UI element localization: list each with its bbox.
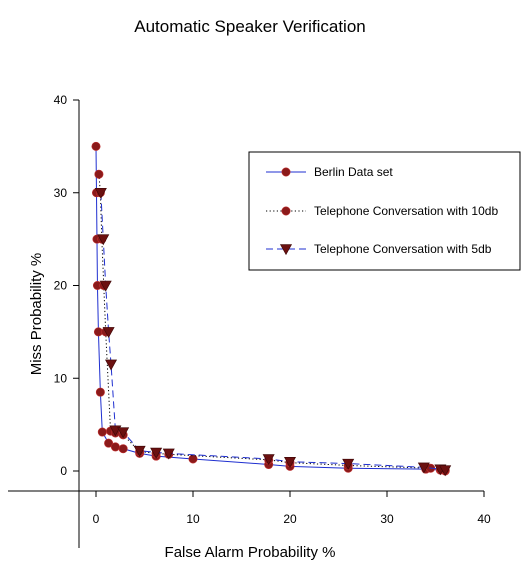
data-point [417, 462, 430, 474]
x-tick-label: 30 [380, 512, 394, 526]
y-tick-label: 30 [54, 186, 68, 200]
series-group [94, 188, 452, 477]
legend-swatch-marker [281, 167, 291, 177]
x-axis-label: False Alarm Probability % [165, 544, 336, 561]
data-point [118, 444, 128, 454]
data-point [162, 448, 175, 460]
data-point [99, 280, 112, 292]
data-point [102, 327, 115, 338]
chart-title: Automatic Speaker Verification [134, 17, 366, 36]
data-point [105, 359, 118, 371]
y-axis-label: Miss Probability % [28, 253, 45, 376]
data-point [94, 188, 107, 199]
data-point [262, 454, 275, 466]
legend-swatch-marker [279, 244, 293, 256]
x-tick-label: 0 [93, 512, 100, 526]
data-point [439, 465, 452, 477]
data-point [117, 427, 130, 439]
x-tick-label: 20 [283, 512, 297, 526]
data-point [133, 445, 146, 457]
axes: 0 10 20 30 40 0 10 20 30 40 [8, 93, 491, 548]
y-tick-label: 40 [54, 93, 68, 107]
data-point [97, 234, 110, 246]
y-tick-label: 20 [54, 279, 68, 293]
data-point [95, 387, 105, 397]
y-tick-label: 0 [60, 464, 67, 478]
data-point [283, 457, 297, 468]
x-tick-label: 10 [186, 512, 200, 526]
x-tick-label: 40 [477, 512, 491, 526]
legend-label: Telephone Conversation with 5db [314, 242, 492, 256]
data-point [94, 169, 104, 179]
legend-label: Berlin Data set [314, 165, 393, 179]
legend-swatch-marker [281, 206, 291, 216]
data-point [342, 458, 355, 470]
data-point [110, 442, 120, 452]
legend-label: Telephone Conversation with 10db [314, 204, 498, 218]
series-layer [91, 141, 452, 477]
data-point [97, 427, 107, 437]
data-point [150, 447, 163, 459]
series-line [100, 192, 446, 471]
data-point [91, 141, 101, 151]
y-tick-label: 10 [54, 371, 68, 385]
legend: Berlin Data set Telephone Conversation wi… [248, 151, 521, 271]
data-point [104, 438, 114, 448]
